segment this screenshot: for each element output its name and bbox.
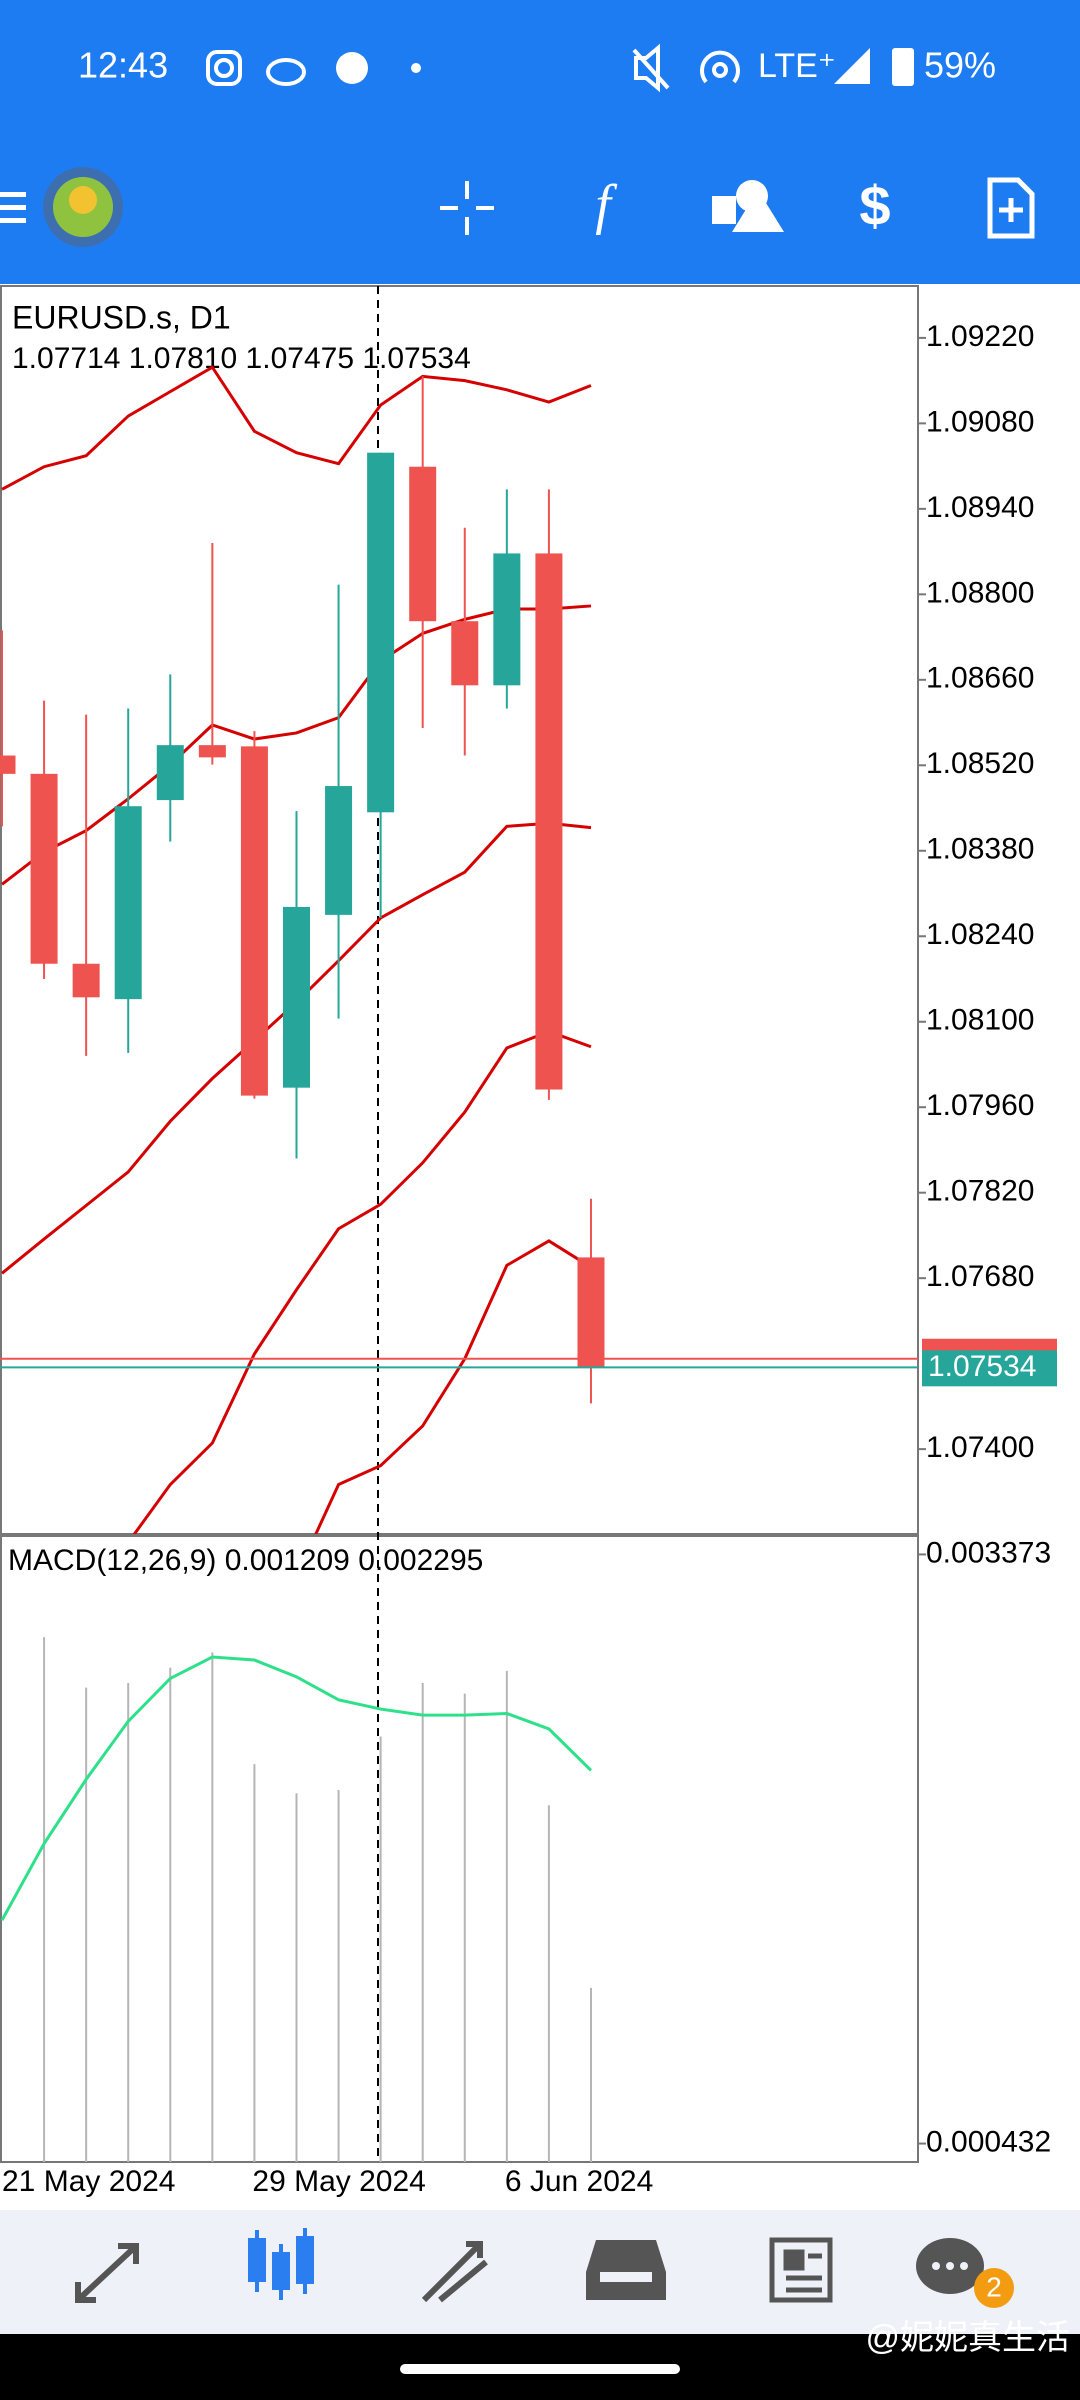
indicator-line — [132, 1029, 592, 1534]
candle-body — [282, 906, 310, 1088]
candle-body — [156, 745, 184, 801]
watermark: @妮妮真生活 — [865, 2319, 1070, 2357]
x-tick-label: 21 May 2024 — [2, 2165, 175, 2198]
bottom-nav — [0, 2210, 1080, 2334]
status-dot-small — [411, 63, 421, 73]
y-tick-label: 1.08660 — [926, 662, 1034, 695]
status-network: LTE⁺ — [758, 47, 836, 85]
y-tick-label: 1.09220 — [926, 320, 1034, 353]
home-indicator[interactable] — [400, 2364, 680, 2374]
y-tick-label: 1.07960 — [926, 1089, 1034, 1122]
x-tick-label: 29 May 2024 — [252, 2165, 425, 2198]
candle-body — [114, 806, 142, 1000]
x-tick-label: 6 Jun 2024 — [505, 2165, 653, 2198]
trade-button[interactable]: $ — [859, 174, 890, 237]
y-tick-label: 1.08240 — [926, 918, 1034, 951]
candle-body — [198, 745, 226, 758]
y-tick-label: 1.08380 — [926, 833, 1034, 866]
status-icons — [206, 50, 306, 86]
nav-chart[interactable] — [248, 2228, 314, 2300]
y-tick-label: 1.08940 — [926, 491, 1034, 524]
y-tick-label: 1.09080 — [926, 405, 1034, 438]
candle-body — [240, 746, 268, 1096]
status-dot — [336, 52, 368, 84]
indicator-line — [0, 1655, 593, 1921]
candle-body — [325, 786, 353, 915]
nav-news[interactable] — [769, 2237, 833, 2303]
nav-quotes[interactable] — [75, 2243, 139, 2303]
y-tick-label: 1.07820 — [926, 1175, 1034, 1208]
signal-icon — [834, 48, 870, 84]
app-header — [0, 0, 1080, 284]
indicator-line — [1, 604, 592, 886]
objects-button[interactable] — [712, 180, 784, 232]
status-right-icons — [632, 43, 740, 93]
candle-body — [30, 773, 58, 964]
candle-body — [451, 621, 479, 686]
main-plot — [0, 365, 918, 1534]
candle-body — [72, 963, 100, 998]
status-time: 12:43 — [78, 45, 168, 86]
macd-pane — [0, 1535, 919, 2163]
y-tick-label: 0.003373 — [926, 1536, 1051, 1569]
chart-title: EURUSD.s, D1 — [12, 299, 231, 335]
y-tick-label: 0.000432 — [926, 2125, 1051, 2158]
y-tick-label: 1.08520 — [926, 747, 1034, 780]
indicator-line — [314, 1239, 592, 1534]
macd-title: MACD(12,26,9) 0.001209 0.002295 — [8, 1544, 483, 1577]
bid-label-box — [922, 1350, 1057, 1387]
candle-body — [493, 553, 521, 686]
candle-body — [577, 1257, 605, 1368]
main-pane — [0, 285, 919, 1535]
axes: 1.09220 1.09080 1.08940 1.08800 1.08660 1.085… — [2, 320, 1057, 2198]
candle-body — [535, 553, 563, 1090]
new-order-button[interactable] — [987, 177, 1035, 239]
macd-plot — [0, 1637, 593, 2162]
app-logo[interactable] — [43, 167, 123, 247]
bid-label: 1.07534 — [928, 1350, 1036, 1383]
battery-icon — [892, 48, 914, 86]
crosshair-button[interactable] — [440, 181, 494, 235]
nav-history[interactable] — [586, 2240, 666, 2300]
notification-badge: 2 — [986, 2271, 1002, 2302]
candle-body — [0, 755, 16, 774]
candle-body — [367, 452, 395, 813]
ohlc-text: 1.07714 1.07810 1.07475 1.07534 — [12, 342, 471, 375]
y-tick-label: 1.08100 — [926, 1004, 1034, 1037]
candle-body — [409, 466, 437, 622]
y-tick-label: 1.08800 — [926, 576, 1034, 609]
y-tick-label: 1.07400 — [926, 1431, 1034, 1464]
status-battery: 59% — [924, 45, 996, 86]
nav-messages[interactable] — [916, 2238, 1014, 2308]
indicator-line — [1, 365, 592, 491]
menu-button[interactable] — [0, 192, 26, 223]
nav-trade[interactable] — [421, 2241, 488, 2303]
y-tick-label: 1.07680 — [926, 1260, 1034, 1293]
